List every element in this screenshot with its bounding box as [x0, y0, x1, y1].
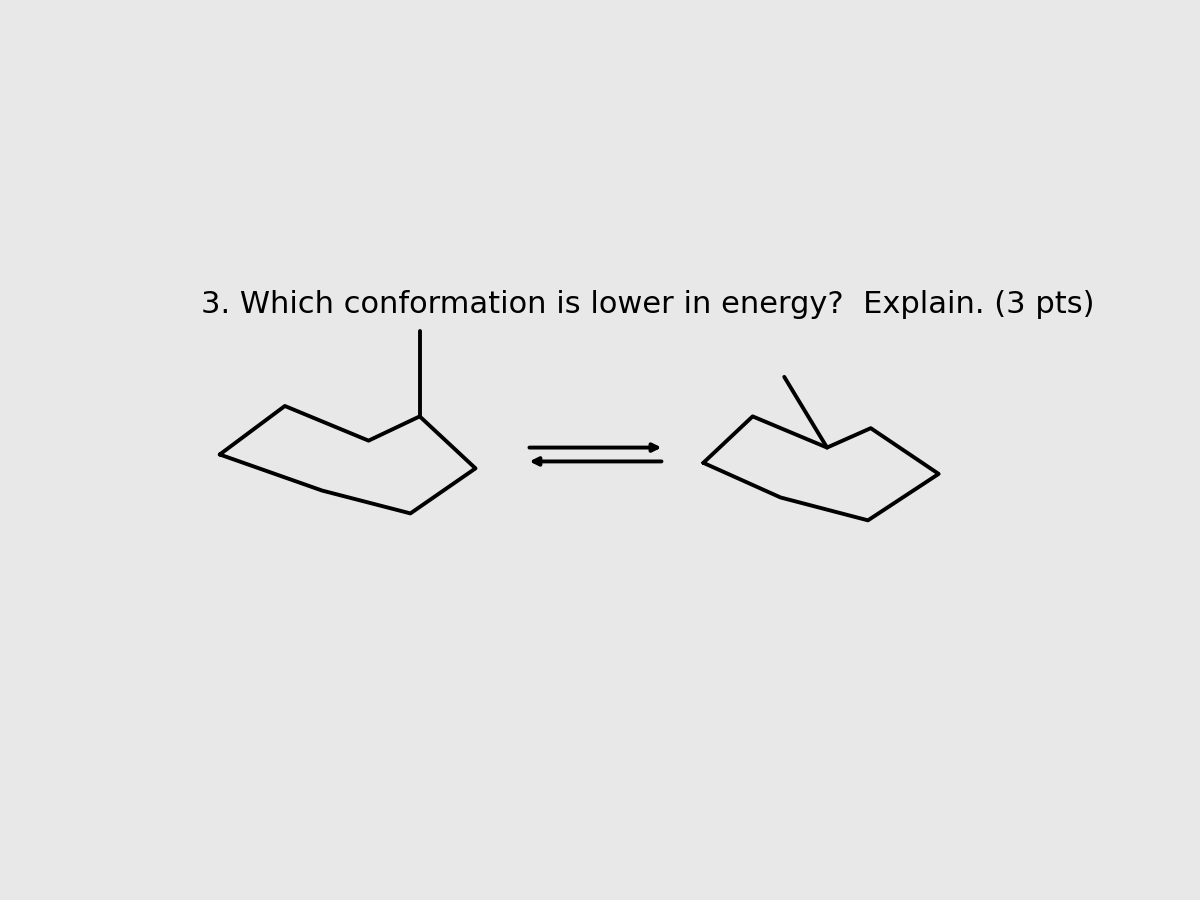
Text: 3. Which conformation is lower in energy?  Explain. (3 pts): 3. Which conformation is lower in energy… [202, 291, 1094, 319]
